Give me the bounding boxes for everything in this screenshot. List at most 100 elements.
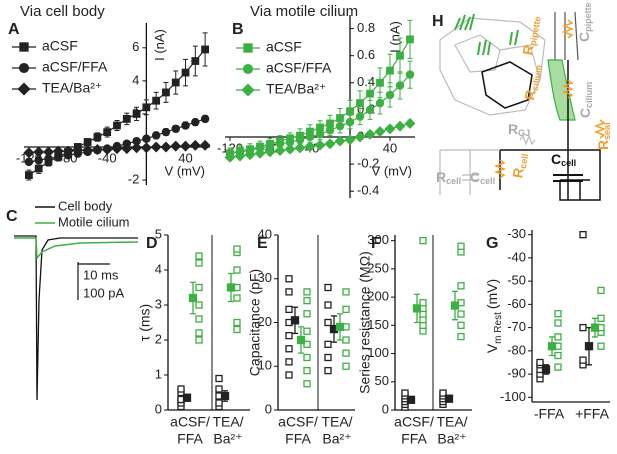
data-point [195,301,203,309]
data-point [303,366,311,375]
circuit-gray [439,134,536,195]
schematic-label: Rcell [436,169,461,187]
panel-label: A [8,21,20,38]
mean-marker [226,283,236,292]
schematic-label: RGJ [508,121,530,139]
marker [294,142,306,154]
mean-marker [450,301,460,310]
data-point [195,329,203,337]
legend-label: aCSF [42,38,78,54]
marker [374,126,386,138]
x-tick-label: +FFA [575,406,610,422]
marker [161,127,171,137]
legend-label: aCSF/FFA [266,60,332,76]
trace [14,237,139,260]
y-tick-label: -40 [507,249,526,264]
chart-title: Via cell body [20,3,105,20]
data-point [401,389,409,397]
marker [34,164,43,173]
data-point [597,286,605,295]
marker [356,99,364,108]
data-point [554,333,562,341]
marker [34,155,43,165]
marker [52,145,64,157]
marker [131,142,143,154]
data-point [554,319,562,327]
data-point [177,385,185,393]
schematic-label: Ccell [551,151,576,169]
data-point [579,230,587,239]
data-point [285,331,293,340]
marker [24,171,33,179]
data-point [554,310,562,318]
scale-label: 10 ms [83,267,119,282]
y-tick-label: 1 [155,366,162,381]
x-tick-label: Ba²⁺ [437,431,466,447]
legend-marker [17,82,31,96]
schematic-label: Rseal [595,122,613,150]
legend-marker [243,43,253,53]
marker [113,121,121,130]
y-tick-label: 0 [155,401,162,416]
label-sub: GJ [518,128,530,138]
marker [325,125,335,135]
data-point [303,327,311,335]
y-tick-label: 40 [258,226,272,241]
label-sub: cell [480,176,495,186]
mean-marker [406,395,416,404]
marker [122,114,131,123]
data-point [303,353,311,362]
data-point [439,389,447,397]
data-point [342,349,350,357]
marker [224,151,236,163]
data-point [342,336,350,344]
marker [142,103,151,112]
marker [355,112,365,121]
marker [404,117,416,129]
data-point [195,283,203,292]
data-point [457,310,465,318]
mean-marker [182,393,192,402]
schematic-label: Cpipette [576,2,594,42]
data-point [303,296,311,305]
label-main: C [577,108,593,118]
data-point [303,310,311,318]
label-main: R [508,121,518,137]
cilia [454,13,519,56]
y-tick-label: 30 [258,270,272,285]
marker [103,128,112,137]
x-tick-label: FFA [285,431,311,447]
marker [274,145,286,157]
data-point [233,294,241,302]
data-point [215,385,223,393]
x-tick-label: FFA [401,431,427,447]
y-tick-label: -80 [507,342,526,357]
y-axis-label: Series resistance (MΩ) [357,251,373,394]
legend-label: TEA/Ba²⁺ [42,80,102,96]
label-sub: pipette [583,2,593,32]
mean-marker [296,335,306,345]
data-point [285,305,293,314]
x-axis-label: V (mV) [165,163,205,178]
y-tick-label: -60 [507,296,526,311]
marker [366,89,374,98]
label-main: R [436,169,446,185]
label-unit: (mV) [484,279,500,309]
data-point [195,315,203,323]
data-point [285,288,293,296]
marker [150,141,162,153]
x-tick-label: 40 [383,140,397,155]
legend-label: aCSF/FFA [42,59,108,75]
marker [24,157,34,167]
y-tick-label: -0.2 [357,156,379,171]
y-tick-label: 3 [155,296,162,311]
y-tick-label: 5 [155,226,162,241]
data-point [285,345,293,353]
data-point [303,288,311,296]
y-tick-label: 6 [132,39,139,54]
panel-label: G [486,235,498,252]
marker [140,142,152,154]
x-tick-label: Ba²⁺ [213,431,242,447]
marker [181,68,190,77]
mean-marker [590,323,600,332]
